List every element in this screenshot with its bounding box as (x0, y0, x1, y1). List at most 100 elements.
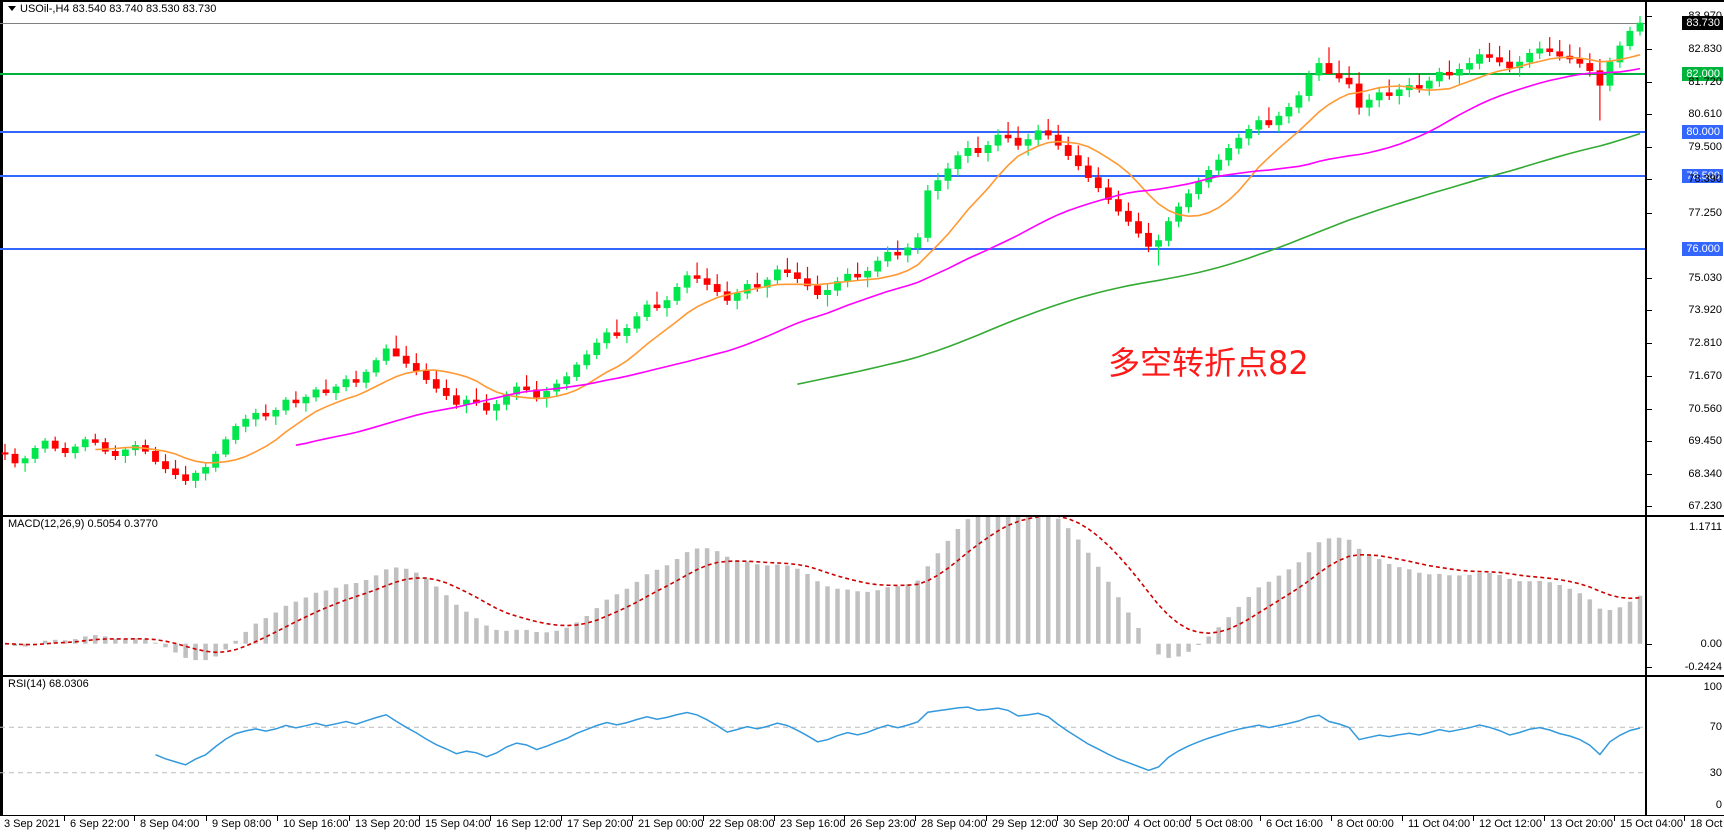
axis-tick (561, 816, 562, 821)
axis-price-label: 67.230 (1688, 500, 1722, 512)
level-price-label: 82.000 (1682, 66, 1723, 81)
time-axis-label: 16 Sep 12:00 (496, 818, 562, 830)
rsi-axis-label: 30 (1709, 766, 1722, 779)
axis-tick (1057, 816, 1058, 821)
moving-average-line-1 (95, 54, 1641, 464)
price-axis[interactable]: 83.97083.73082.83082.00081.72080.61080.0… (1645, 2, 1724, 515)
level-price-label: 80.000 (1682, 125, 1723, 140)
time-axis-label: 11 Oct 04:00 (1408, 818, 1471, 830)
axis-tick (1647, 506, 1652, 507)
time-axis-label: 23 Sep 16:00 (780, 818, 846, 830)
axis-price-label: 78.390 (1688, 173, 1722, 186)
axis-tick (1614, 816, 1615, 821)
axis-price-label: 73.920 (1688, 304, 1722, 317)
time-axis-label: 22 Sep 08:00 (709, 818, 775, 830)
support-resistance-line[interactable] (0, 72, 1645, 75)
axis-price-label: 79.500 (1688, 140, 1722, 153)
axis-price-label: 71.670 (1688, 370, 1722, 383)
time-axis-label: 8 Sep 04:00 (140, 818, 200, 830)
panel-left-edge (0, 2, 3, 515)
price-plot-area[interactable] (0, 2, 1645, 515)
time-axis-label: 15 Sep 04:00 (425, 818, 491, 830)
axis-tick (915, 816, 916, 821)
macd-series (4, 517, 1643, 661)
axis-tick (277, 816, 278, 821)
time-axis-label: 29 Sep 12:00 (992, 818, 1058, 830)
axis-tick (134, 816, 135, 821)
time-axis-label: 9 Sep 08:00 (212, 818, 272, 830)
moving-average-series (95, 54, 1641, 464)
support-resistance-line[interactable] (0, 248, 1645, 251)
last-price-line[interactable] (0, 22, 1645, 24)
macd-panel[interactable]: 1.1711 0.00 -0.2424 MACD(12,26,9) 0.5054 0… (0, 516, 1724, 676)
rsi-line (155, 706, 1641, 772)
axis-tick (1402, 816, 1403, 821)
axis-tick (703, 816, 704, 821)
support-resistance-line[interactable] (0, 175, 1645, 178)
time-axis-label: 10 Sep 16:00 (283, 818, 349, 830)
macd-plot-area[interactable] (0, 517, 1645, 675)
axis-tick (1647, 16, 1652, 17)
rsi-axis-label: 70 (1709, 721, 1722, 734)
time-axis-label: 12 Oct 12:00 (1479, 818, 1542, 830)
support-resistance-line[interactable] (0, 131, 1645, 134)
axis-tick (1647, 179, 1652, 181)
rsi-plot-area[interactable] (0, 677, 1645, 815)
axis-tick (1260, 816, 1261, 821)
axis-tick (1647, 81, 1652, 83)
axis-tick (1684, 816, 1685, 821)
axis-price-label: 69.450 (1688, 435, 1722, 448)
axis-price-label: 72.810 (1688, 336, 1722, 349)
axis-tick (1647, 441, 1652, 443)
macd-axis: 1.1711 0.00 -0.2424 (1645, 517, 1724, 675)
price-panel[interactable]: 83.97083.73082.83082.00081.72080.61080.0… (0, 0, 1724, 516)
time-axis-label: 17 Sep 20:00 (567, 818, 633, 830)
axis-tick (986, 816, 987, 821)
rsi-label: RSI(14) 68.0306 (8, 678, 89, 690)
axis-tick (1647, 667, 1652, 668)
axis-tick (844, 816, 845, 821)
triangle-down-icon[interactable] (8, 6, 16, 11)
axis-tick (1647, 277, 1652, 279)
panel-left-edge (0, 517, 3, 675)
time-axis-label: 30 Sep 20:00 (1063, 818, 1129, 830)
time-axis-label: 18 Oct 08:00 (1690, 818, 1724, 830)
rsi-axis: 100 70 30 0 (1645, 677, 1724, 815)
candlestick-series (1, 16, 1644, 488)
symbol-header-text: USOil-,H4 83.540 83.740 83.530 83.730 (20, 3, 217, 15)
axis-tick (1647, 376, 1652, 378)
symbol-header: USOil-,H4 83.540 83.740 83.530 83.730 (0, 2, 1645, 16)
axis-tick (1647, 643, 1652, 645)
axis-price-label: 77.250 (1688, 206, 1722, 219)
axis-price-label: 81.720 (1688, 75, 1722, 88)
last-price-label: 83.730 (1682, 16, 1723, 31)
rsi-panel[interactable]: 100 70 30 0 RSI(14) 68.0306 (0, 676, 1724, 816)
axis-price-label: 82.830 (1688, 43, 1722, 56)
axis-tick (1473, 816, 1474, 821)
axis-tick (349, 816, 350, 821)
macd-axis-label: -0.2424 (1684, 661, 1722, 673)
axis-tick (1647, 49, 1652, 51)
axis-tick (1647, 146, 1652, 148)
level-price-label: 76.000 (1682, 242, 1723, 257)
time-axis-label: 26 Sep 23:00 (850, 818, 916, 830)
time-axis-label: 13 Oct 20:00 (1550, 818, 1613, 830)
axis-tick (1647, 473, 1652, 475)
macd-axis-label: 0.00 (1700, 637, 1722, 650)
axis-tick (774, 816, 775, 821)
axis-tick (419, 816, 420, 821)
axis-tick (206, 816, 207, 821)
axis-price-label: 70.560 (1688, 402, 1722, 415)
axis-tick (1647, 310, 1652, 312)
time-axis-label: 6 Oct 16:00 (1266, 818, 1323, 830)
axis-tick (1190, 816, 1191, 821)
axis-price-label: 80.610 (1688, 108, 1722, 121)
time-axis: 3 Sep 2021 6 Sep 22:00 8 Sep 04:00 9 Sep 08… (0, 816, 1724, 836)
level-price-label: 78.500 (1682, 169, 1723, 184)
axis-tick (1647, 212, 1652, 214)
time-axis-label: 13 Sep 20:00 (355, 818, 421, 830)
time-axis-label: 3 Sep 2021 (4, 818, 61, 830)
time-axis-label: 4 Oct 00:00 (1134, 818, 1191, 830)
macd-label: MACD(12,26,9) 0.5054 0.3770 (8, 518, 158, 530)
axis-tick (1331, 816, 1332, 821)
